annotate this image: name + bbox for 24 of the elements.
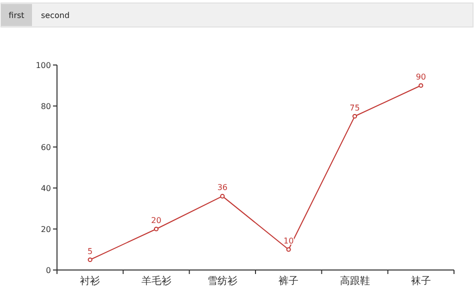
x-tick-label: 袜子 xyxy=(410,275,431,287)
data-label: 5 xyxy=(88,246,93,256)
y-tick-label: 20 xyxy=(40,224,51,234)
point xyxy=(88,257,92,262)
point xyxy=(418,83,424,88)
data-label: 90 xyxy=(416,72,426,82)
tab-bar: first second xyxy=(0,2,474,28)
y-tick-label: 80 xyxy=(40,102,51,111)
data-label: 75 xyxy=(350,103,360,112)
data-label: 36 xyxy=(217,183,228,192)
point xyxy=(220,194,225,198)
y-tick-label: 100 xyxy=(36,60,51,70)
x-tick-label: 高跟鞋 xyxy=(340,275,370,287)
point xyxy=(154,226,159,232)
point xyxy=(352,114,358,119)
x-tick-label: 衬衫 xyxy=(80,275,100,287)
y-tick-label: 0 xyxy=(46,266,51,275)
y-tick-label: 60 xyxy=(40,142,51,152)
y-tick-label: 40 xyxy=(40,184,51,193)
data-label: 20 xyxy=(151,216,162,225)
x-tick-label: 雪纺衫 xyxy=(207,275,238,287)
point xyxy=(286,247,291,252)
x-tick-label: 裤子 xyxy=(278,275,299,287)
x-tick-label: 羊毛衫 xyxy=(141,275,172,287)
